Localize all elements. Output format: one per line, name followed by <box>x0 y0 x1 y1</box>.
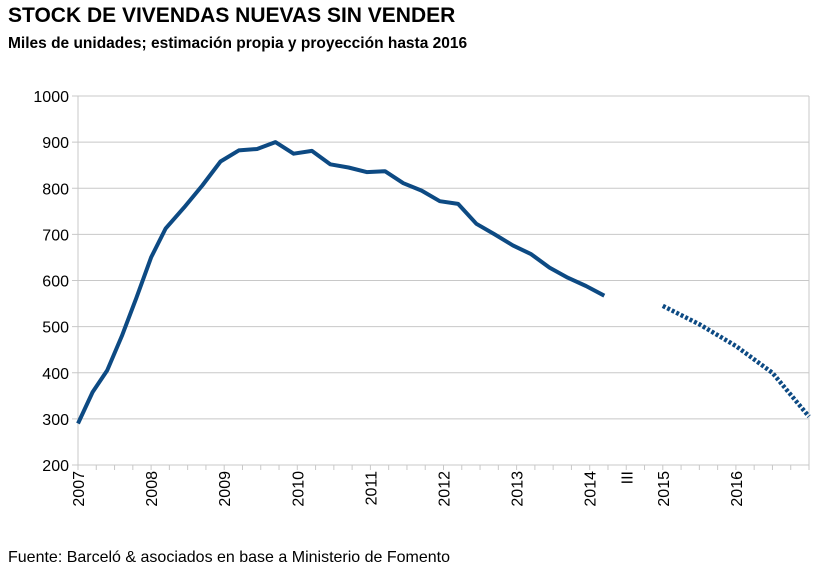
x-tick-label-2012: 2012 <box>437 471 454 507</box>
x-tick-label-III: III <box>619 471 636 484</box>
y-tick-label-900: 900 <box>42 135 69 152</box>
projection-line <box>661 303 811 419</box>
x-tick-label-2015: 2015 <box>656 471 673 507</box>
x-tick-label-2010: 2010 <box>290 471 307 507</box>
series-lines <box>76 140 811 425</box>
x-tick-label-2011: 2011 <box>363 471 380 506</box>
stock-line <box>76 140 606 425</box>
x-tick-label-2013: 2013 <box>510 471 527 507</box>
x-tick-label-2014: 2014 <box>583 471 600 507</box>
x-tick-label-2007: 2007 <box>71 471 88 507</box>
y-tick-label-200: 200 <box>42 458 69 475</box>
gridlines <box>72 95 809 466</box>
x-tick-label-2016: 2016 <box>729 471 746 507</box>
y-tick-label-400: 400 <box>42 366 69 383</box>
y-tick-label-600: 600 <box>42 274 69 291</box>
source-note: Fuente: Barceló & asociados en base a Mi… <box>8 549 451 566</box>
y-tick-label-1000: 1000 <box>33 89 69 106</box>
y-tick-label-700: 700 <box>42 227 69 244</box>
x-axis-ticks: 2007 2008 2009 2010 2011 2012 2013 2014 III 2015 2… <box>71 471 746 507</box>
chart-title: STOCK DE VIVENDAS NUEVAS SIN VENDER <box>8 4 456 27</box>
axes <box>77 96 810 470</box>
y-axis-ticks: 200 300 400 500 600 700 800 900 1000 <box>33 89 69 475</box>
y-tick-label-300: 300 <box>42 412 69 429</box>
y-tick-label-500: 500 <box>42 320 69 337</box>
x-tick-label-2009: 2009 <box>217 471 234 507</box>
y-tick-label-800: 800 <box>42 181 69 198</box>
chart-subtitle: Miles de unidades; estimación propia y p… <box>8 35 468 52</box>
x-tick-label-2008: 2008 <box>144 471 161 507</box>
